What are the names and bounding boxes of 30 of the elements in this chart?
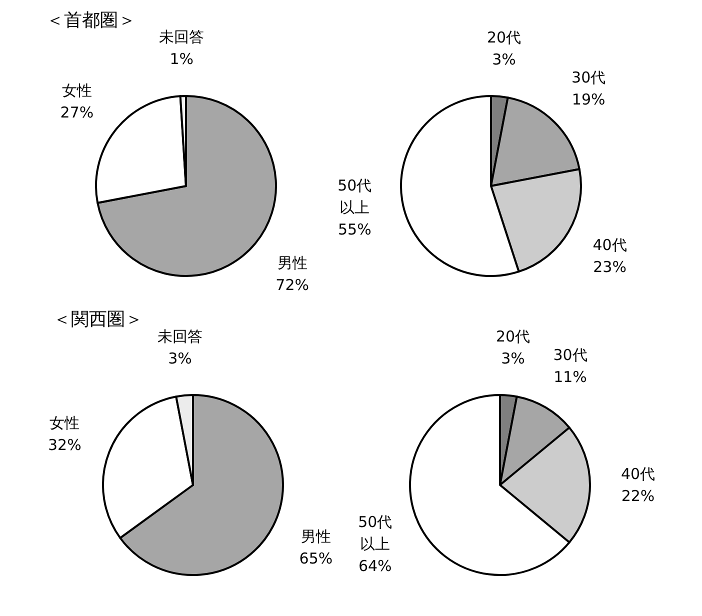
chart-title: ＜首都圏＞ bbox=[46, 10, 136, 31]
data-label: 3% bbox=[168, 350, 192, 368]
slice-label: 男性 bbox=[300, 528, 331, 546]
slice-label: 男性 bbox=[277, 254, 308, 272]
data-label: 23% bbox=[593, 258, 626, 276]
slice-label: 20代 bbox=[496, 328, 530, 346]
slice-label: 50代以上 bbox=[358, 512, 392, 553]
data-label: 3% bbox=[492, 50, 516, 69]
data-label: 22% bbox=[621, 487, 655, 505]
data-label: 19% bbox=[572, 90, 606, 108]
slice-label: 未回答 bbox=[159, 28, 204, 46]
slice-label: 30代 bbox=[553, 346, 588, 364]
slice-label: 40代 bbox=[620, 465, 656, 483]
data-label: 27% bbox=[60, 103, 94, 122]
chart-title: ＜関西圏＞ bbox=[53, 309, 143, 330]
slice-label: 未回答 bbox=[158, 328, 203, 346]
data-label: 64% bbox=[358, 556, 392, 575]
data-label: 3% bbox=[501, 350, 525, 368]
slice-label: 女性 bbox=[62, 81, 92, 100]
slice-label: 50代以上 bbox=[338, 176, 372, 217]
slice-label: 女性 bbox=[50, 414, 80, 432]
data-label: 72% bbox=[276, 276, 310, 294]
slice-label: 40代 bbox=[592, 236, 627, 254]
data-label: 11% bbox=[554, 368, 587, 386]
data-label: 1% bbox=[170, 50, 194, 68]
data-label: 65% bbox=[299, 550, 333, 568]
slice-label: 30代 bbox=[572, 68, 606, 86]
data-label: 55% bbox=[338, 220, 372, 239]
slice-label: 20代 bbox=[486, 28, 522, 47]
data-label: 32% bbox=[48, 436, 82, 454]
